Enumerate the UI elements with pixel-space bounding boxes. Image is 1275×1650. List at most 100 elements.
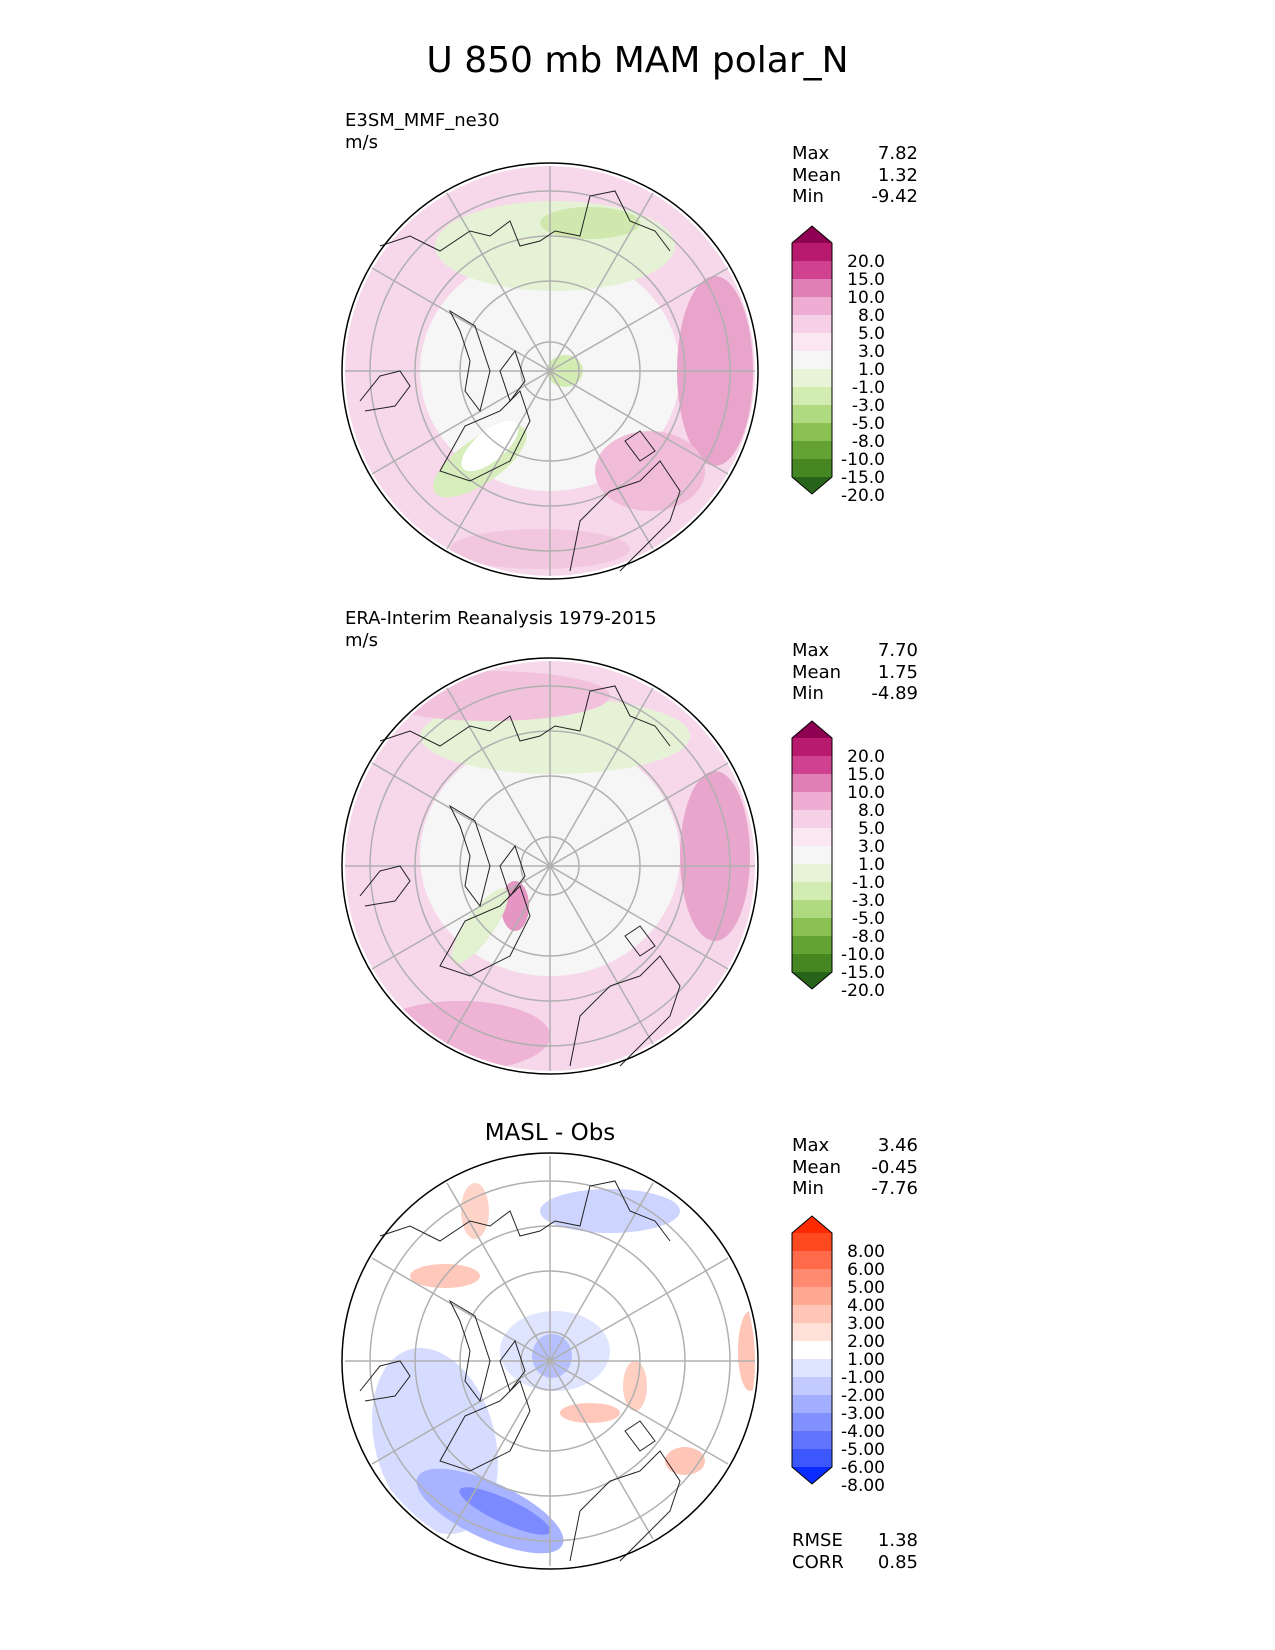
panel-1-min-label: Min [792, 186, 824, 207]
panel-3-field-southwest-min [459, 1487, 551, 1535]
colorbar-tick-label: -15.0 [841, 468, 885, 488]
colorbar-tick-label: -6.00 [841, 1458, 885, 1478]
colorbar-tick-label: 3.0 [858, 342, 885, 362]
panel-3-field-east-red [623, 1361, 647, 1411]
colorbar-tick-label: -8.00 [841, 1476, 885, 1496]
colorbar-swatch [792, 900, 832, 918]
colorbar-swatch [792, 882, 832, 900]
colorbar-tick-label: -10.0 [841, 450, 885, 470]
colorbar-extend-max [792, 721, 832, 738]
colorbar-tick-label: 3.00 [847, 1314, 885, 1334]
panel-3-field-edge-red [738, 1311, 755, 1391]
panel-3-mean-value: -0.45 [871, 1156, 918, 1178]
panel-3-polar-map [341, 1152, 759, 1570]
colorbar-swatch [792, 1413, 832, 1431]
colorbar-swatch [792, 1359, 832, 1377]
colorbar-tick-label: 5.0 [858, 819, 885, 839]
colorbar-tick-label: -10.0 [841, 945, 885, 965]
panel-1-max-value: 7.82 [877, 143, 918, 164]
panel-3-max-label: Max [792, 1135, 830, 1156]
panel-2-coastlines [359, 685, 681, 1067]
colorbar-tick-label: -5.0 [852, 909, 885, 929]
colorbar-swatch [792, 1431, 832, 1449]
colorbar-tick-label: -5.0 [852, 414, 885, 434]
colorbar-tick-label: 5.00 [847, 1278, 885, 1298]
panel-3-metrics: RMSE 1.38 CORR 0.85 [792, 1530, 918, 1573]
colorbar-swatch [792, 1323, 832, 1341]
colorbar-tick-label: -3.0 [852, 891, 885, 911]
panel-2-colorbar-graphic: 20.015.010.08.05.03.01.0-1.0-3.0-5.0-8.0… [791, 720, 885, 1001]
colorbar-extend-min [792, 1467, 832, 1484]
colorbar-swatch [792, 279, 832, 297]
colorbar-outline [791, 720, 833, 990]
colorbar-swatch [792, 333, 832, 351]
panel-1-max-label: Max [792, 143, 830, 164]
panel-1-min-value: -9.42 [871, 186, 918, 207]
panel-3-rmse-label: RMSE [792, 1530, 843, 1551]
colorbar-tick-label: -1.00 [841, 1368, 885, 1388]
colorbar-swatch [792, 954, 832, 972]
colorbar-tick-label: -15.0 [841, 963, 885, 983]
colorbar-tick-label: 8.0 [858, 306, 885, 326]
colorbar-swatch [792, 1395, 832, 1413]
colorbar-tick-label: 2.00 [847, 1332, 885, 1352]
panel-2-min-label: Min [792, 683, 824, 704]
colorbar-tick-label: 10.0 [847, 783, 885, 803]
panel-2-stats: Max 7.70 Mean 1.75 Min -4.89 [792, 640, 918, 705]
panel-1-field-greenland-white [461, 420, 519, 472]
colorbar-tick-label: -5.00 [841, 1440, 885, 1460]
panel-2-max-label: Max [792, 640, 830, 661]
panel-3-min-value: -7.76 [871, 1178, 918, 1199]
panel-2-graticule [345, 661, 755, 1071]
colorbar-tick-label: -1.0 [852, 378, 885, 398]
colorbar-swatch [792, 1251, 832, 1269]
panel-2-mean-value: 1.75 [877, 661, 918, 683]
panel-1-model-name: E3SM_MMF_ne30 [345, 110, 500, 131]
panel-3-coastlines [359, 1180, 681, 1562]
panel-2-field-southwest [370, 1001, 550, 1071]
colorbar-swatch [792, 405, 832, 423]
colorbar-tick-label: -20.0 [841, 981, 885, 1001]
colorbar-extend-max [792, 1216, 832, 1233]
panel-2-field-east-max [680, 771, 750, 941]
panel-3-colorbar-graphic: 8.006.005.004.003.002.001.00-1.00-2.00-3… [791, 1215, 885, 1496]
colorbar-swatch [792, 774, 832, 792]
panel-2-units: m/s [345, 630, 378, 651]
colorbar-swatch [792, 351, 832, 369]
colorbar-tick-label: 20.0 [847, 747, 885, 767]
panel-2-dataset-name: ERA-Interim Reanalysis 1979-2015 [345, 608, 657, 629]
colorbar-tick-label: 1.0 [858, 855, 885, 875]
colorbar-swatch [792, 756, 832, 774]
panel-3-max-value: 3.46 [877, 1135, 918, 1156]
colorbar-tick-label: 6.00 [847, 1260, 885, 1280]
colorbar-tick-label: 15.0 [847, 270, 885, 290]
colorbar-tick-label: 8.0 [858, 801, 885, 821]
colorbar-swatch [792, 864, 832, 882]
panel-2-map-boundary [341, 657, 759, 1075]
colorbar-swatch [792, 387, 832, 405]
colorbar-outline [791, 225, 833, 495]
colorbar-swatch [792, 738, 832, 756]
colorbar-swatch [792, 1233, 832, 1251]
panel-3-stats: Max 3.46 Mean -0.45 Min -7.76 [792, 1135, 918, 1200]
colorbar-tick-label: -3.0 [852, 396, 885, 416]
colorbar-swatch [792, 810, 832, 828]
panel-3-field-pole-min [532, 1334, 572, 1378]
panel-3-title: MASL - Obs [484, 1120, 616, 1146]
colorbar-tick-label: 20.0 [847, 252, 885, 272]
panel-1-colorbar: 20.0 15.0 10.0 8.0 5.0 3.0 1.0 -1.0 -3.0 -5.0 -8.0… [785, 225, 915, 525]
panel-2-max-value: 7.70 [877, 640, 918, 661]
colorbar-swatch [792, 243, 832, 261]
colorbar-swatch [792, 846, 832, 864]
colorbar-swatch [792, 1377, 832, 1395]
panel-3-graticule [345, 1156, 755, 1566]
colorbar-swatch [792, 315, 832, 333]
colorbar-tick-label: 15.0 [847, 765, 885, 785]
colorbar-swatch [792, 423, 832, 441]
panel-2-title: ERA-Interim Reanalysis 1979-2015 m/s [345, 608, 657, 652]
colorbar-swatch [792, 369, 832, 387]
panel-3-mean-label: Mean [792, 1156, 842, 1178]
panel-1-mean-label: Mean [792, 164, 842, 186]
colorbar-tick-label: 8.00 [847, 1242, 885, 1262]
colorbar-swatch [792, 297, 832, 315]
